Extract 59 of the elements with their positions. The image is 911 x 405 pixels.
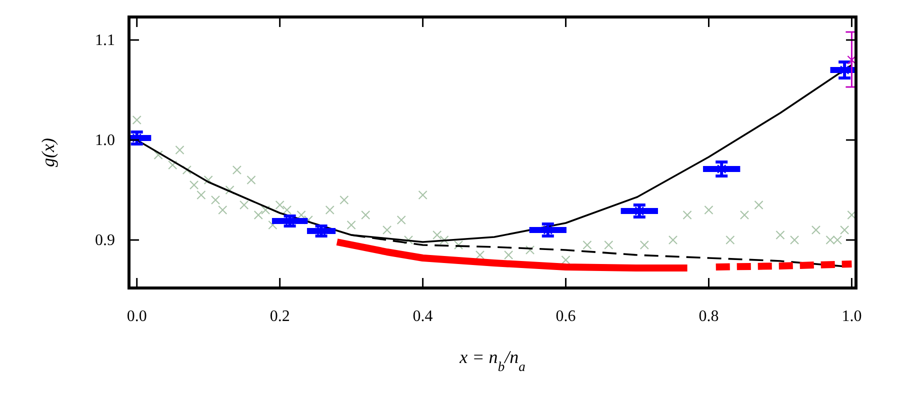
x-tick-label: 0.8 [698, 308, 719, 325]
x-tick-label: 0.2 [270, 308, 290, 325]
point [396, 215, 406, 225]
point [282, 205, 292, 215]
y-tick-label: 0.9 [95, 232, 115, 249]
point [561, 255, 570, 265]
point [132, 115, 142, 125]
point [840, 225, 850, 235]
point [847, 210, 856, 220]
point [189, 180, 199, 190]
point [668, 235, 678, 245]
point [776, 230, 785, 240]
point [225, 185, 234, 195]
point [260, 205, 270, 215]
y-axis-title: g(x) [38, 138, 58, 167]
point [582, 240, 592, 250]
point [440, 235, 449, 245]
point [182, 165, 192, 175]
point [325, 205, 334, 215]
point [404, 235, 414, 245]
point [740, 210, 750, 220]
point [525, 245, 535, 255]
point [704, 205, 714, 215]
point [210, 195, 220, 205]
point [361, 210, 370, 220]
point [168, 160, 178, 170]
point [232, 165, 242, 175]
point [382, 225, 392, 235]
point [475, 250, 485, 260]
point [154, 150, 163, 160]
point [454, 240, 464, 250]
point [196, 190, 206, 200]
point [811, 225, 821, 235]
point [275, 200, 284, 210]
point [340, 195, 349, 205]
point [239, 200, 249, 210]
point [640, 240, 650, 250]
x-tick-label: 0.0 [126, 308, 147, 325]
x-tick-label: 0.4 [412, 308, 433, 325]
point [418, 190, 428, 200]
point [254, 210, 263, 220]
point [175, 145, 184, 155]
x-axis-title: x = n$_{b}$/n$_{a}$ [458, 347, 526, 374]
point [847, 55, 856, 65]
x-tick-label: 1.0 [842, 308, 862, 325]
point [726, 235, 735, 245]
x-tick-label: 0.6 [556, 308, 576, 325]
point [246, 175, 256, 185]
point [682, 210, 692, 220]
point [218, 205, 228, 215]
point [790, 235, 800, 245]
y-tick-label: 1.0 [95, 132, 115, 149]
point [346, 220, 356, 230]
point [604, 240, 614, 250]
y-tick-label: 1.1 [95, 32, 115, 49]
point [504, 250, 514, 260]
point [432, 230, 442, 240]
point [204, 175, 213, 185]
point [754, 200, 764, 210]
